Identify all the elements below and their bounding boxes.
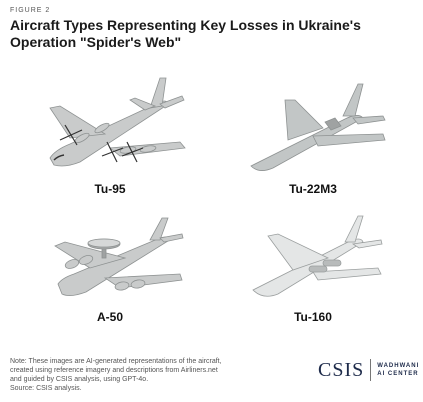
- figure-title: Aircraft Types Representing Key Losses i…: [10, 17, 361, 50]
- note-line-2: created using reference imagery and desc…: [10, 367, 218, 374]
- aircraft-name-tu-160: Tu-160: [294, 310, 332, 324]
- aircraft-panel-tu-95: Tu-95: [10, 70, 210, 200]
- csis-wordmark: CSIS: [318, 358, 365, 381]
- aircraft-name-tu-95: Tu-95: [94, 182, 126, 196]
- note-line-1: Note: These images are AI-generated repr…: [10, 358, 222, 365]
- tu-22m3-image: [250, 83, 386, 171]
- aircraft-name-a-50: A-50: [96, 310, 123, 324]
- tu-95-image: [49, 77, 186, 167]
- center-name-line-2: AI CENTER: [377, 371, 419, 377]
- csis-logo: CSIS WADHWANI AI CENTER: [318, 358, 419, 382]
- a-50-image: [54, 217, 184, 296]
- tu-160-image: [252, 215, 383, 297]
- source-line: Source: CSIS analysis.: [10, 385, 82, 392]
- aircraft-panel-a-50: A-50: [10, 208, 210, 338]
- figure-label: FIGURE 2: [10, 7, 51, 14]
- note-line-3: and guided by CSIS analysis, using GPT-4…: [10, 376, 149, 383]
- aircraft-name-tu-22m3: Tu-22M3: [289, 182, 337, 196]
- center-name-line-1: WADHWANI: [377, 363, 420, 369]
- center-name: WADHWANI AI CENTER: [377, 362, 419, 378]
- figure-note: Note: These images are AI-generated repr…: [10, 357, 300, 393]
- aircraft-panel-tu-22m3: Tu-22M3: [213, 70, 413, 200]
- aircraft-panel-tu-160: Tu-160: [213, 208, 413, 338]
- logo-divider: [370, 359, 372, 381]
